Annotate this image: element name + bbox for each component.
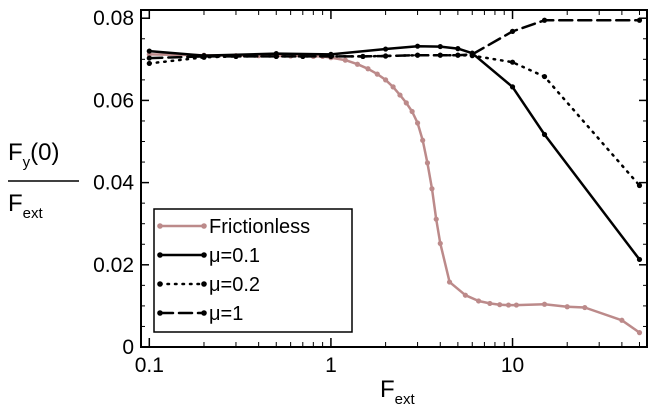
data-point bbox=[541, 301, 548, 307]
x-tick-label: 10 bbox=[501, 354, 524, 377]
series-line bbox=[148, 44, 641, 261]
data-point bbox=[300, 53, 306, 60]
data-point bbox=[382, 53, 389, 59]
x-tick-label: 0.1 bbox=[135, 354, 164, 377]
legend-label: μ=0.1 bbox=[209, 245, 260, 267]
x-tick-label: 1 bbox=[325, 354, 337, 377]
legend-swatch-marker bbox=[157, 252, 163, 258]
data-point bbox=[403, 100, 409, 106]
data-point bbox=[455, 52, 461, 58]
data-point bbox=[409, 108, 415, 115]
legend-label: μ=1 bbox=[209, 303, 243, 325]
data-point bbox=[636, 330, 643, 336]
data-point bbox=[541, 17, 548, 23]
data-point bbox=[433, 216, 439, 222]
data-point bbox=[374, 71, 380, 77]
y-tick-label: 0.06 bbox=[93, 89, 134, 112]
data-point bbox=[497, 302, 503, 308]
data-point bbox=[636, 182, 643, 189]
legend-swatch-marker bbox=[157, 223, 163, 229]
series-layer bbox=[146, 17, 643, 336]
data-point bbox=[541, 73, 548, 80]
legend-entry: μ=0.1 bbox=[157, 245, 260, 267]
plot-frame bbox=[140, 9, 648, 348]
series-2 bbox=[146, 52, 643, 189]
legend-box bbox=[153, 208, 353, 333]
legend-swatch-marker bbox=[157, 281, 163, 287]
data-point bbox=[437, 240, 443, 247]
x-axis-label: Fext bbox=[380, 376, 416, 408]
data-point bbox=[509, 84, 516, 90]
series-line bbox=[148, 53, 641, 187]
data-point bbox=[146, 48, 152, 54]
data-point bbox=[636, 256, 643, 263]
data-point bbox=[475, 298, 482, 304]
data-point bbox=[636, 17, 643, 23]
y-label-numerator: Fy(0) bbox=[8, 139, 60, 171]
y-label-denominator: Fext bbox=[8, 190, 44, 222]
y-axis-label: Fy(0) Fext bbox=[8, 139, 79, 222]
data-point bbox=[564, 304, 570, 310]
legend-swatch-marker bbox=[201, 223, 207, 229]
data-point bbox=[437, 43, 443, 50]
y-tick-label: 0.02 bbox=[93, 254, 134, 277]
data-point bbox=[469, 51, 475, 57]
data-point bbox=[390, 84, 396, 90]
data-point bbox=[582, 304, 588, 311]
data-point bbox=[146, 60, 152, 67]
data-point bbox=[360, 53, 366, 60]
data-point bbox=[414, 120, 421, 126]
legend-swatch-marker bbox=[201, 310, 207, 316]
data-point bbox=[233, 53, 239, 60]
data-point bbox=[397, 92, 403, 98]
legend: Frictionless μ=0.1 μ=0.2 μ=1 bbox=[153, 208, 353, 333]
data-point bbox=[437, 52, 443, 58]
data-point bbox=[420, 137, 426, 143]
data-point bbox=[342, 57, 348, 63]
series-3 bbox=[146, 17, 643, 61]
legend-swatch-marker bbox=[201, 281, 207, 287]
data-point bbox=[201, 53, 207, 60]
data-point bbox=[509, 59, 516, 65]
data-point bbox=[273, 53, 279, 60]
data-point bbox=[146, 55, 152, 61]
legend-entry: μ=1 bbox=[157, 303, 243, 325]
data-point bbox=[509, 28, 516, 34]
y-tick-label: 0.04 bbox=[93, 172, 134, 195]
data-point bbox=[354, 61, 361, 67]
legend-swatch-marker bbox=[157, 310, 163, 316]
data-point bbox=[446, 279, 453, 285]
data-point bbox=[505, 302, 512, 308]
y-tick-label: 0.08 bbox=[93, 7, 134, 30]
legend-label: μ=0.2 bbox=[209, 274, 260, 296]
data-point bbox=[487, 300, 493, 307]
legend-swatch-marker bbox=[201, 252, 207, 258]
axis-ticks: 0 0.02 0.04 0.06 0.08 0.1 1 10 bbox=[93, 7, 647, 377]
series-line bbox=[148, 19, 641, 60]
legend-entries: Frictionless μ=0.1 μ=0.2 μ=1 bbox=[157, 216, 310, 325]
legend-label: Frictionless bbox=[209, 216, 310, 238]
legend-entry: Frictionless bbox=[157, 216, 310, 238]
data-point bbox=[382, 77, 389, 83]
data-point bbox=[414, 43, 421, 49]
data-point bbox=[414, 52, 421, 58]
data-point bbox=[424, 160, 431, 166]
legend-entry: μ=0.2 bbox=[157, 274, 260, 296]
data-point bbox=[382, 46, 389, 52]
data-point bbox=[365, 66, 371, 72]
data-point bbox=[328, 53, 334, 60]
data-point bbox=[541, 131, 548, 138]
data-point bbox=[429, 186, 435, 192]
data-point bbox=[513, 302, 519, 308]
series-1 bbox=[146, 43, 643, 263]
y-tick-label: 0 bbox=[122, 336, 134, 359]
data-point bbox=[462, 292, 468, 298]
data-point bbox=[455, 46, 461, 52]
data-point bbox=[619, 317, 625, 323]
